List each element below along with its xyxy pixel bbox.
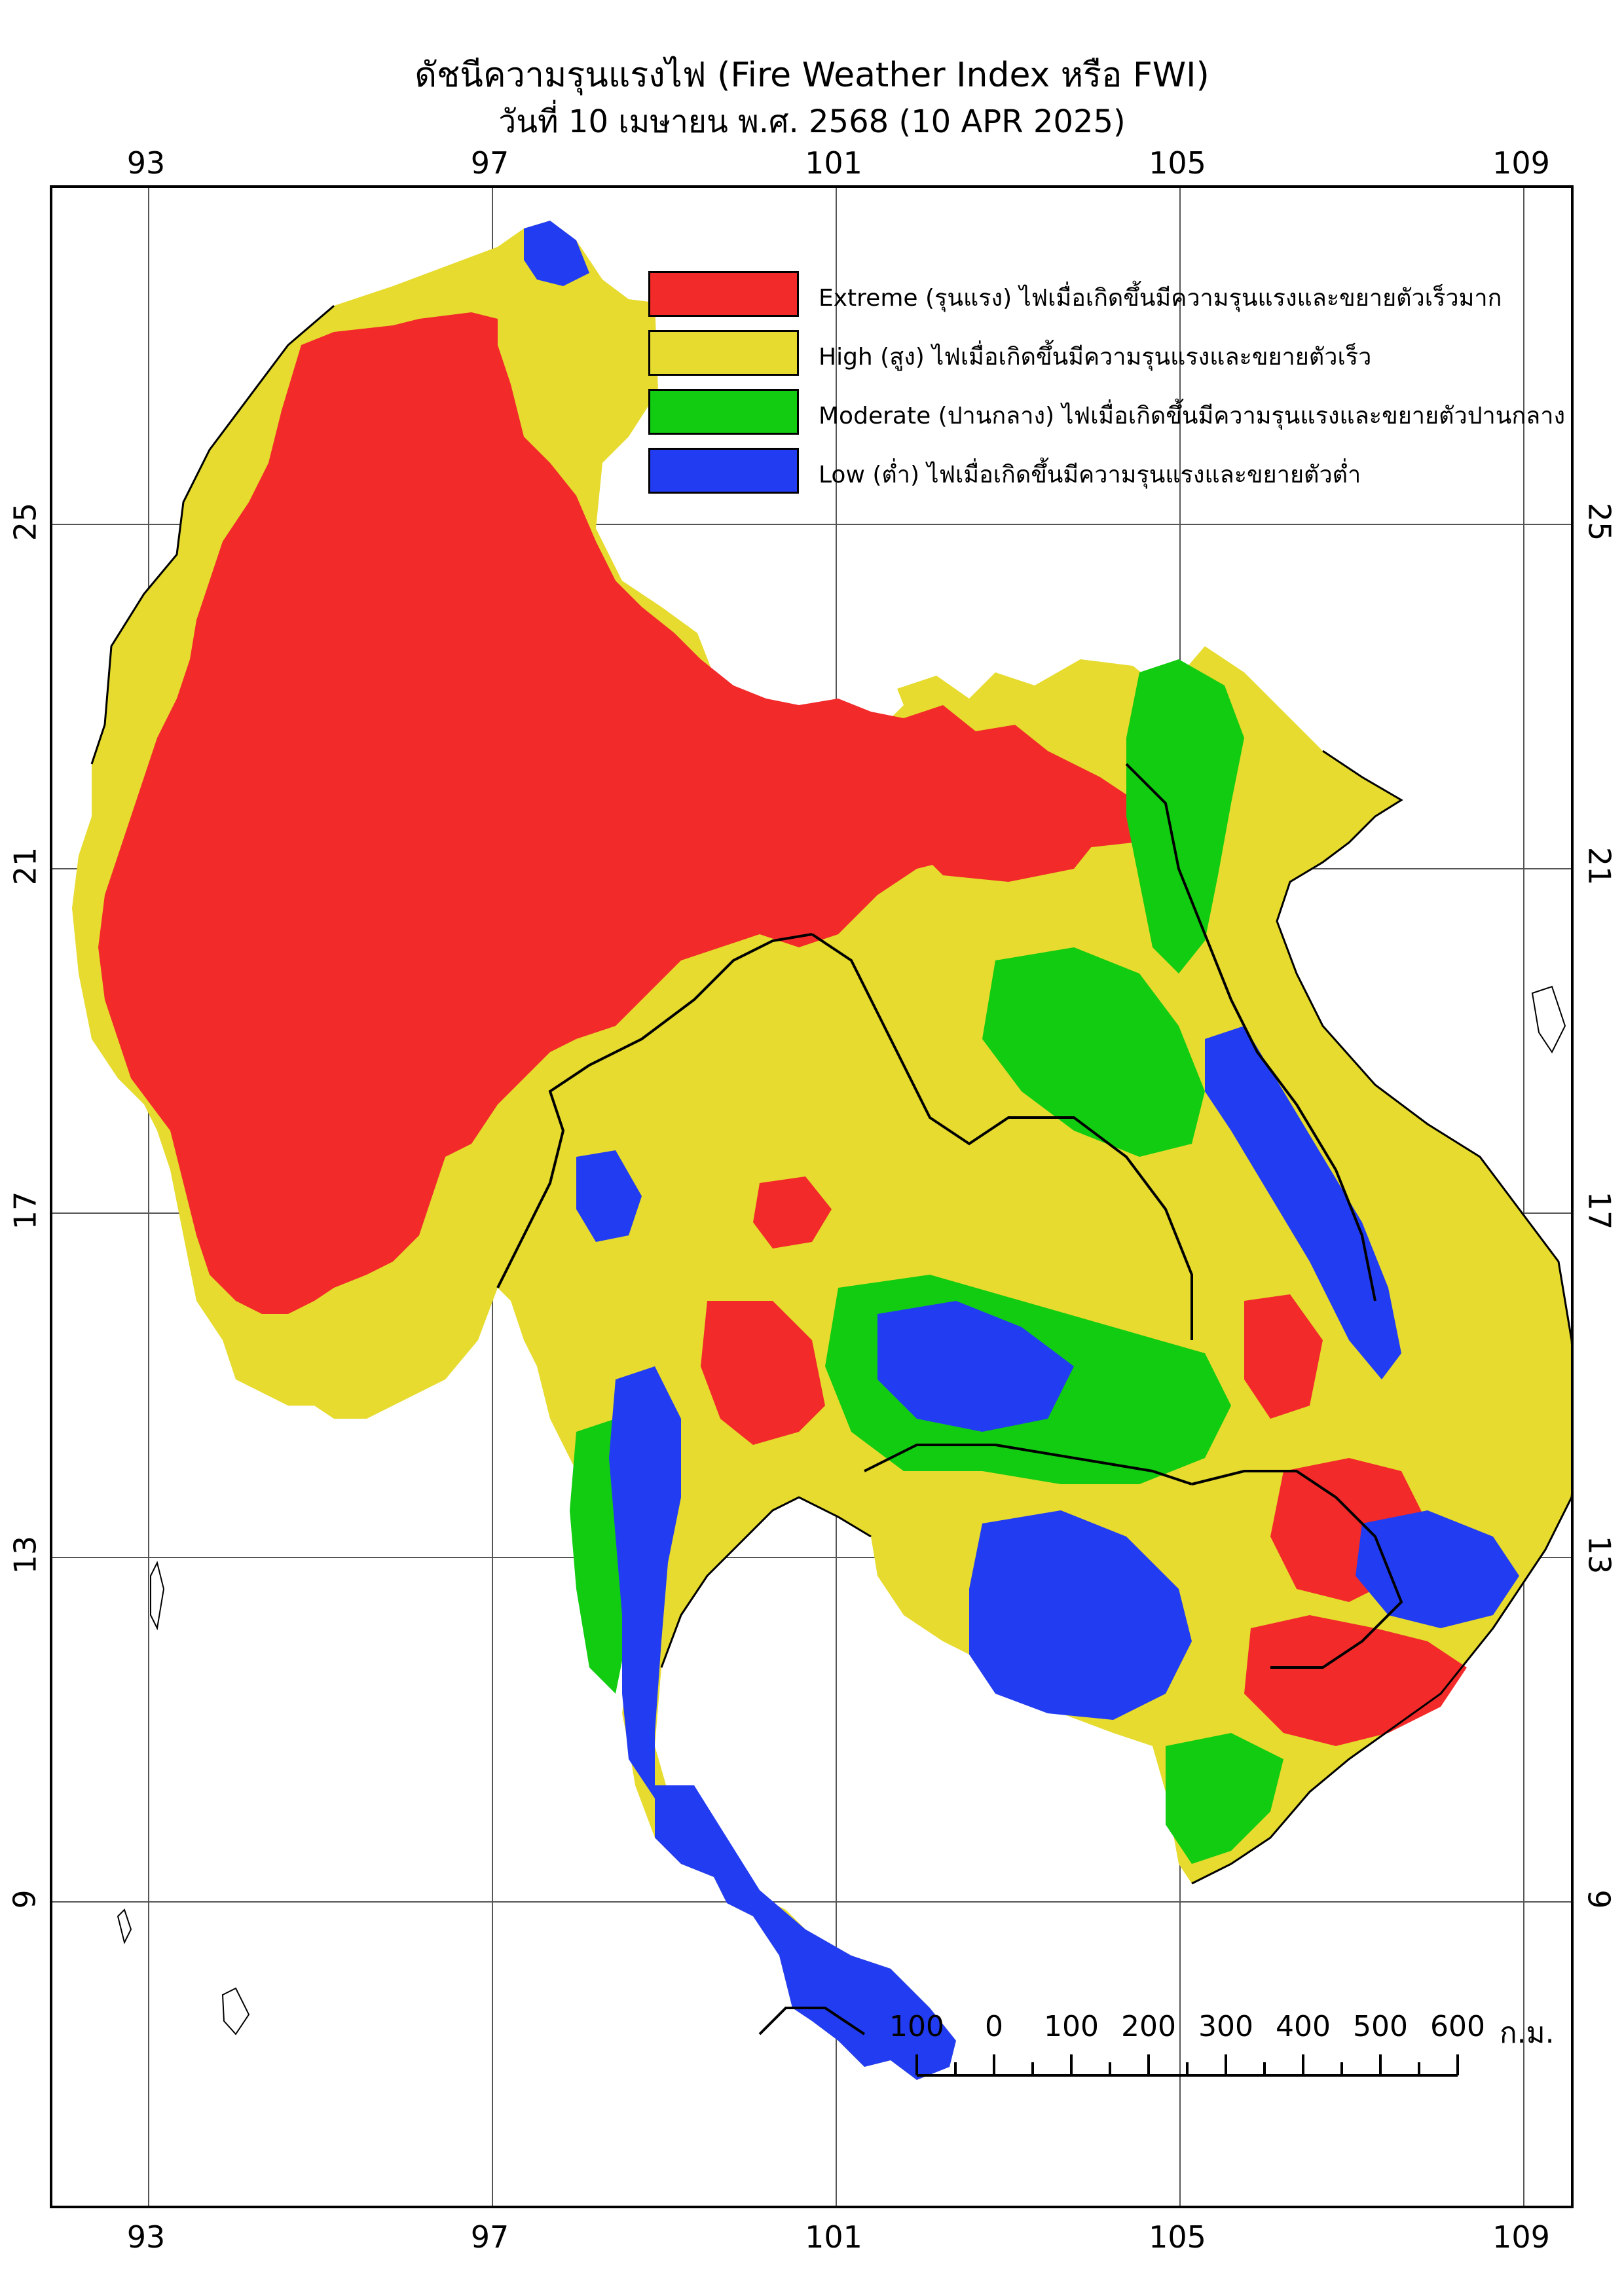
scale-label-1: 0 <box>985 2010 1003 2043</box>
region-low-cambodia <box>969 1510 1192 1720</box>
lon-tick-bottom-105: 105 <box>1149 2219 1206 2255</box>
legend-swatch-low <box>648 448 799 494</box>
region-extreme-myanmar <box>98 312 1172 1314</box>
border-laos-vietnam <box>1125 763 1376 1302</box>
lon-tick-bottom-109: 109 <box>1492 2219 1550 2255</box>
legend-swatch-extreme <box>648 271 799 317</box>
lon-tick-bottom-93: 93 <box>126 2219 166 2255</box>
scale-label-4: 300 <box>1198 2010 1253 2043</box>
scale-label-3: 200 <box>1121 2010 1176 2043</box>
islands <box>117 985 1566 2035</box>
fwi-map <box>52 188 1571 2206</box>
island-hainan <box>1531 985 1566 1053</box>
lat-tick-right-25: 25 <box>1581 502 1617 541</box>
lon-tick-top-101: 101 <box>805 145 862 181</box>
region-low-tenasserim <box>609 1366 681 1798</box>
lat-tick-left-9: 9 <box>7 1889 43 1909</box>
lon-tick-top-109: 109 <box>1492 145 1550 181</box>
region-extreme-laos-north <box>910 797 1100 882</box>
lat-tick-right-21: 21 <box>1581 847 1617 886</box>
scale-label-2: 100 <box>1044 2010 1099 2043</box>
region-extreme-thailand-west <box>701 1301 825 1445</box>
map-subtitle: วันที่ 10 เมษายน พ.ศ. 2568 (10 APR 2025) <box>498 103 1126 140</box>
region-moderate-north-vietnam <box>1126 659 1244 974</box>
scale-label-6: 500 <box>1353 2010 1408 2043</box>
region-moderate-south-vietnam <box>1166 1733 1283 1864</box>
scale-unit: ก.ม. <box>1500 2016 1555 2050</box>
lat-tick-right-13: 13 <box>1581 1535 1617 1575</box>
legend-label-high: High (สูง) ไฟเมื่อเกิดขึ้นมีความรุนแรงแล… <box>819 344 1372 371</box>
coastline <box>90 304 1571 1885</box>
scale-bar: 100 0 100 200 300 400 500 600 ก.ม. <box>877 2010 1585 2088</box>
map-panel <box>50 185 1574 2208</box>
map-title: ดัชนีความรุนแรงไฟ (Fire Weather Index หร… <box>415 56 1209 95</box>
lat-tick-left-17: 17 <box>7 1191 43 1230</box>
scale-label-5: 400 <box>1276 2010 1331 2043</box>
island-2 <box>117 1908 132 1944</box>
region-extreme-vietnam-central <box>1244 1294 1323 1419</box>
region-low-vietnam-coast <box>1205 1026 1401 1379</box>
scale-label-0: 100 <box>889 2010 944 2043</box>
legend-swatch-moderate <box>648 389 799 435</box>
border-cambodia-vietnam <box>1191 1470 1403 1669</box>
lat-tick-left-25: 25 <box>7 502 43 541</box>
lon-tick-bottom-97: 97 <box>470 2219 509 2255</box>
scale-bar-graphic <box>915 2054 1459 2077</box>
lon-tick-top-105: 105 <box>1149 145 1206 181</box>
lon-tick-bottom-101: 101 <box>805 2219 862 2255</box>
legend-label-extreme: Extreme (รุนแรง) ไฟเมื่อเกิดขึ้นมีความรุ… <box>819 285 1502 312</box>
lat-tick-right-17: 17 <box>1581 1191 1617 1230</box>
region-extreme-thailand-central <box>753 1176 832 1248</box>
island-1 <box>150 1561 165 1631</box>
border-myanmar-thailand <box>496 933 813 1288</box>
lon-tick-top-97: 97 <box>470 145 509 181</box>
region-low-myanmar-north <box>524 221 589 286</box>
region-moderate-laos <box>982 947 1205 1157</box>
border-thailand-malaysia <box>758 2007 866 2035</box>
region-low-peninsula <box>655 1785 956 2080</box>
region-low-thailand-north <box>576 1150 642 1242</box>
region-extreme-vietnam-south <box>1244 1615 1467 1746</box>
legend-label-low: Low (ต่ำ) ไฟเมื่อเกิดขึ้นมีความรุนแรงและ… <box>819 462 1361 488</box>
region-low-vietnam-south-east <box>1356 1510 1519 1628</box>
island-3 <box>221 1987 250 2035</box>
border-thailand-cambodia <box>864 1444 1192 1485</box>
border-thailand-laos <box>811 933 1193 1340</box>
legend-label-moderate: Moderate (ปานกลาง) ไฟเมื่อเกิดขึ้นมีความ… <box>819 403 1566 429</box>
scale-label-7: 600 <box>1430 2010 1485 2043</box>
region-low-isan <box>877 1301 1074 1432</box>
lat-tick-right-9: 9 <box>1581 1889 1617 1909</box>
lat-tick-left-21: 21 <box>7 847 43 886</box>
lon-tick-top-93: 93 <box>126 145 166 181</box>
lat-tick-left-13: 13 <box>7 1535 43 1575</box>
country-borders <box>496 763 1403 2035</box>
legend-swatch-high <box>648 330 799 376</box>
